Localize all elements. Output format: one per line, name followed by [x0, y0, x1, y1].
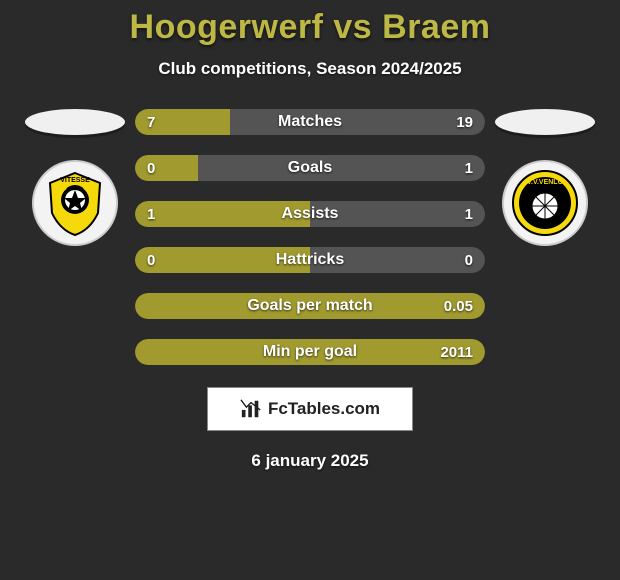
stat-label: Matches: [135, 109, 485, 135]
stat-value-right: 1: [465, 201, 473, 227]
player-right-club-badge: V.V.VENLO: [502, 160, 588, 246]
stats-bars: Matches719Goals01Assists11Hattricks00Goa…: [135, 109, 485, 365]
stat-label: Hattricks: [135, 247, 485, 273]
stat-label: Goals per match: [135, 293, 485, 319]
svg-text:VITESSE: VITESSE: [60, 177, 90, 184]
stat-label: Assists: [135, 201, 485, 227]
stat-bar: Min per goal2011: [135, 339, 485, 365]
stat-value-right: 19: [456, 109, 473, 135]
player-left-photo-placeholder: [25, 109, 125, 135]
svg-text:V.V.VENLO: V.V.VENLO: [527, 179, 564, 186]
stat-value-left: 7: [147, 109, 155, 135]
vitesse-badge-icon: VITESSE: [40, 168, 110, 238]
stat-bar: Hattricks0 0: [135, 247, 485, 273]
stat-value-right: 0: [465, 247, 473, 273]
stat-value-right: 1: [465, 155, 473, 181]
comparison-row: VITESSE Matches719Goals01Assists11Hattri…: [0, 109, 620, 365]
attribution-box[interactable]: FcTables.com: [207, 387, 413, 431]
right-player-col: V.V.VENLO: [485, 109, 605, 246]
stat-value-right: 0.05: [444, 293, 473, 319]
left-player-col: VITESSE: [15, 109, 135, 246]
stat-value-left: 0: [147, 247, 155, 273]
stat-value-left: 1: [147, 201, 155, 227]
stat-bar: Goals0 1: [135, 155, 485, 181]
player-left-club-badge: VITESSE: [32, 160, 118, 246]
stat-value-right: 2011: [440, 339, 473, 365]
page-title: Hoogerwerf vs Braem: [0, 8, 620, 47]
vvv-venlo-badge-icon: V.V.VENLO: [510, 168, 580, 238]
player-right-photo-placeholder: [495, 109, 595, 135]
stat-bar: Goals per match0.05: [135, 293, 485, 319]
stat-value-left: 0: [147, 155, 155, 181]
subtitle: Club competitions, Season 2024/2025: [0, 59, 620, 79]
stat-bar: Assists1 1: [135, 201, 485, 227]
stat-label: Min per goal: [135, 339, 485, 365]
bar-chart-icon: [240, 398, 262, 420]
stat-label: Goals: [135, 155, 485, 181]
date-label: 6 january 2025: [0, 451, 620, 471]
attribution-text: FcTables.com: [268, 399, 380, 419]
stat-bar: Matches7 19: [135, 109, 485, 135]
